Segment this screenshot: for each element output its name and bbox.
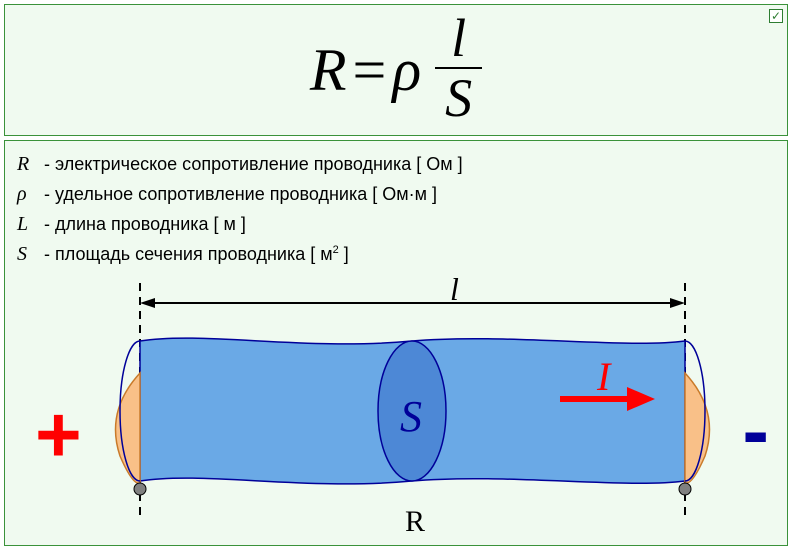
S-label: S (400, 391, 422, 442)
I-label: I (597, 353, 610, 400)
l-label: l (450, 271, 459, 308)
dim-arrow-right (670, 298, 685, 308)
connector-left (134, 483, 146, 495)
def-rho: ρ - удельное сопротивление проводника [ … (17, 179, 775, 209)
connector-right (679, 483, 691, 495)
diagram-area: + - S I l R (5, 261, 789, 547)
formula-numerator: l (441, 11, 476, 67)
formula-rho: ρ (392, 36, 421, 105)
dim-arrow-left (140, 298, 155, 308)
diagram-panel: R - электрическое сопротивление проводни… (4, 140, 788, 546)
definitions: R - электрическое сопротивление проводни… (5, 141, 787, 273)
formula: R = ρ l S (310, 13, 482, 127)
def-R: R - электрическое сопротивление проводни… (17, 149, 775, 179)
formula-fraction: l S (435, 11, 482, 125)
conductor-diagram (5, 261, 789, 547)
formula-eq: = (353, 36, 387, 105)
plus-terminal: + (35, 411, 82, 459)
def-L: L - длина проводника [ м ] (17, 209, 775, 239)
formula-R: R (310, 36, 347, 105)
minus-terminal: - (742, 411, 769, 451)
R-label: R (405, 505, 425, 539)
formula-panel: ✓ R = ρ l S (4, 4, 788, 136)
checkmark-icon: ✓ (769, 9, 783, 23)
formula-denominator: S (435, 67, 482, 125)
